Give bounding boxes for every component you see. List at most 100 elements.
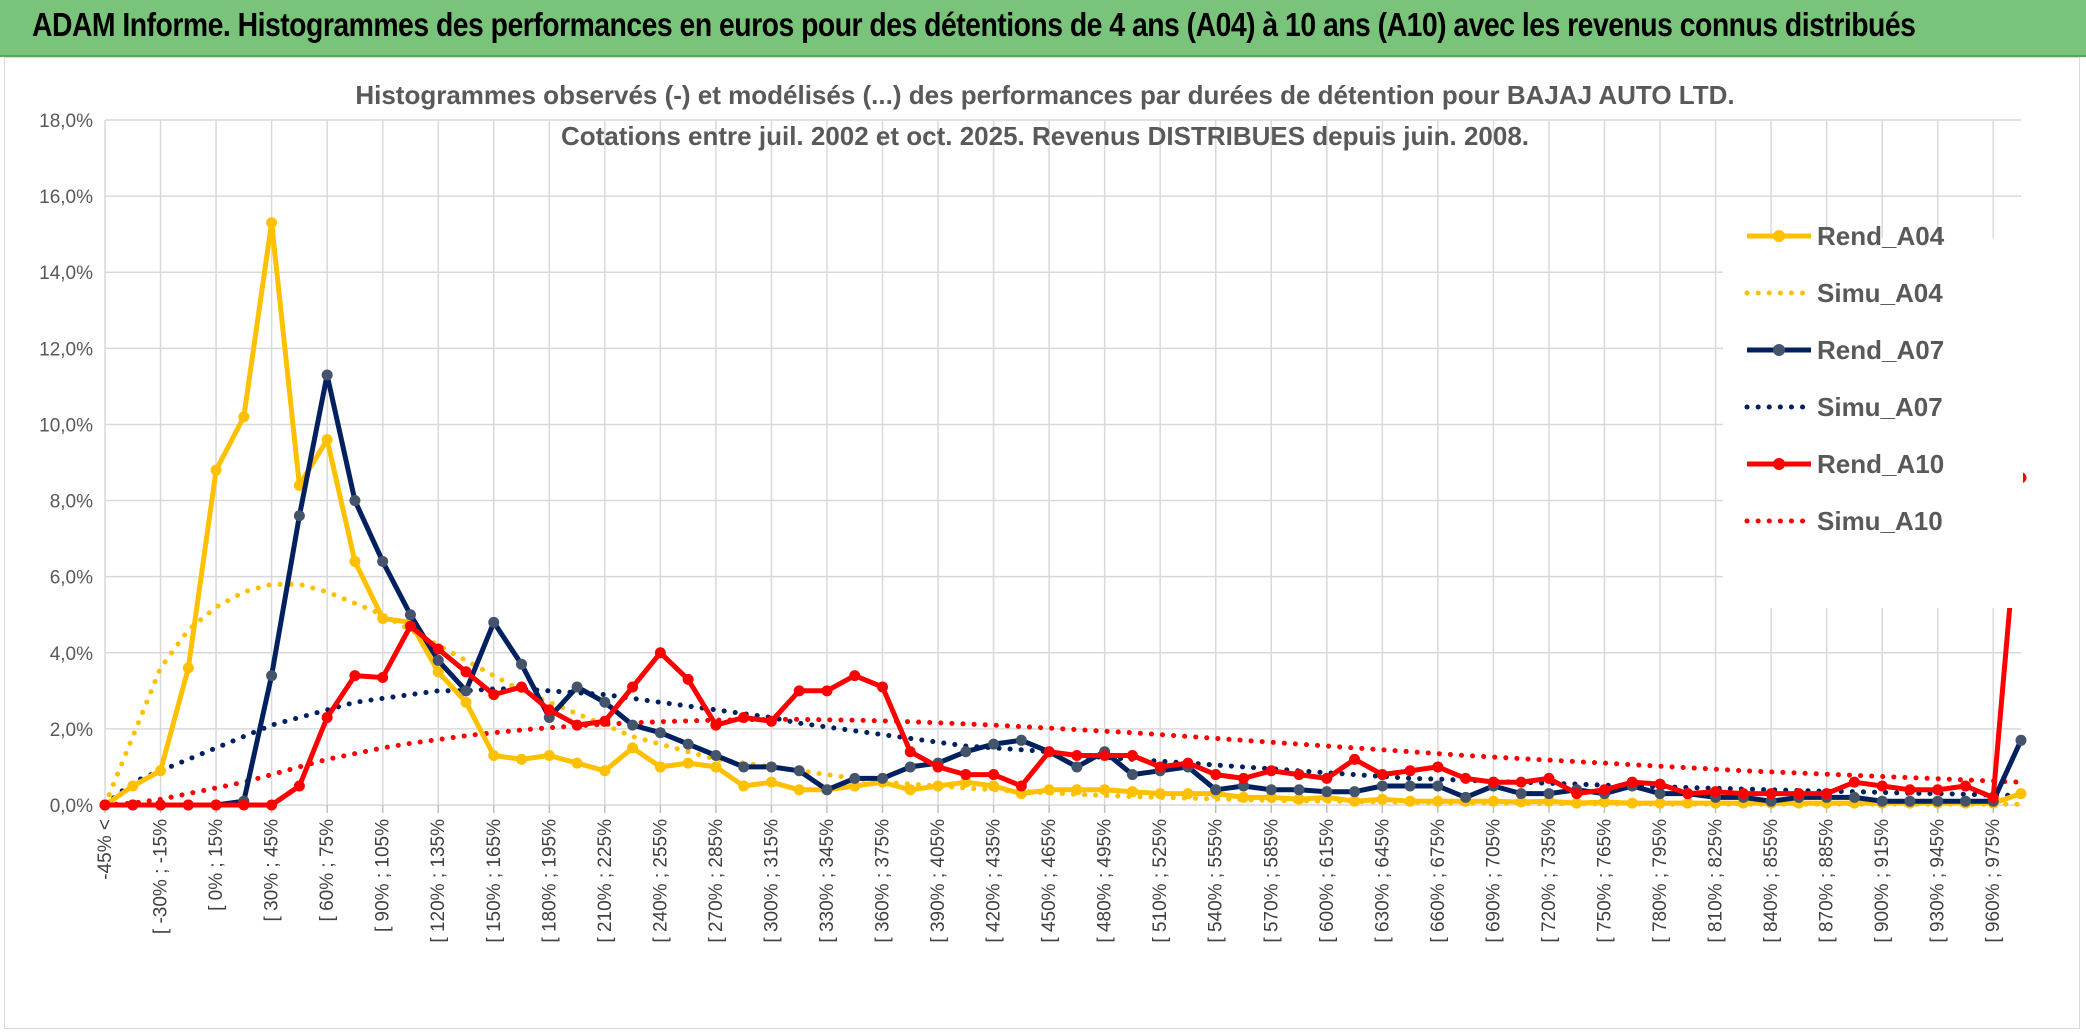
- data-point: [654, 727, 666, 739]
- legend-box: [1723, 238, 2023, 608]
- data-point: [960, 746, 972, 758]
- data-point: [1904, 784, 1916, 796]
- x-tick-label: [ 750% ; 765%: [1594, 819, 1615, 943]
- data-point: [654, 761, 666, 773]
- chart-subtitle: Cotations entre juil. 2002 et oct. 2025.…: [561, 121, 1529, 151]
- data-point: [1543, 788, 1555, 800]
- x-tick-label: [ 630% ; 645%: [1372, 819, 1393, 943]
- data-point: [127, 799, 139, 811]
- data-point: [182, 799, 194, 811]
- data-point: [210, 464, 222, 476]
- data-point: [266, 670, 278, 682]
- data-point: [1154, 788, 1166, 800]
- data-point: [1126, 786, 1138, 798]
- data-point: [1099, 784, 1111, 796]
- data-point: [432, 654, 444, 666]
- x-tick-label: [ 270% ; 285%: [706, 819, 727, 943]
- data-point: [599, 765, 611, 777]
- data-point: [155, 799, 167, 811]
- data-point: [1265, 791, 1277, 803]
- legend-marker: [1773, 230, 1785, 242]
- data-point: [155, 765, 167, 777]
- data-point: [293, 510, 305, 522]
- data-point: [1349, 753, 1361, 765]
- data-point: [1626, 797, 1638, 809]
- x-tick-label: [ 240% ; 255%: [650, 819, 671, 943]
- legend: Rend_A04 Simu_A04 Rend_A07 Simu_A07 Rend_A10…: [1723, 221, 2023, 608]
- data-point: [932, 761, 944, 773]
- x-tick-label: [ 0% ; 15%: [206, 819, 227, 911]
- data-point: [238, 799, 250, 811]
- x-tick-label: [ 60% ; 75%: [317, 819, 338, 922]
- x-tick-label: [ 840% ; 855%: [1761, 819, 1782, 943]
- data-point: [571, 757, 583, 769]
- data-point: [516, 658, 528, 670]
- x-tick-label: [ 960% ; 975%: [1983, 819, 2004, 943]
- data-point: [1460, 772, 1472, 784]
- data-point: [432, 643, 444, 655]
- data-point: [1237, 780, 1249, 792]
- data-point: [571, 719, 583, 731]
- data-point: [2015, 788, 2027, 800]
- data-point: [1126, 769, 1138, 781]
- legend-item: Simu_A07: [1744, 392, 1943, 422]
- data-point: [1737, 788, 1749, 800]
- data-point: [1349, 795, 1361, 807]
- series-line: [102, 716, 2024, 808]
- data-point: [266, 217, 278, 229]
- chart: 0,0% 2,0% 4,0% 6,0% 8,0% 10,0% 12,0% 14,0% 16,0%…: [39, 80, 2027, 943]
- data-point: [1932, 784, 1944, 796]
- data-point: [1821, 788, 1833, 800]
- data-point: [1515, 776, 1527, 788]
- legend-label: Simu_A07: [1817, 392, 1943, 422]
- data-point: [1793, 788, 1805, 800]
- series-Simu_A10: [102, 716, 2024, 808]
- data-point: [738, 711, 750, 723]
- data-point: [1210, 769, 1222, 781]
- data-point: [1959, 795, 1971, 807]
- data-point: [349, 670, 361, 682]
- data-point: [1432, 795, 1444, 807]
- data-point: [238, 411, 250, 423]
- data-point: [988, 738, 1000, 750]
- data-point: [1015, 788, 1027, 800]
- x-tick-label: [ 150% ; 165%: [484, 819, 505, 943]
- data-point: [1432, 780, 1444, 792]
- data-point: [1626, 776, 1638, 788]
- data-point: [1376, 769, 1388, 781]
- series-layer: [99, 217, 2027, 811]
- x-tick-label: [ 660% ; 675%: [1428, 819, 1449, 943]
- data-point: [904, 761, 916, 773]
- x-tick-label: [ 810% ; 825%: [1706, 819, 1727, 943]
- data-point: [516, 681, 528, 693]
- data-point: [1515, 796, 1527, 808]
- x-tick-label: [ 690% ; 705%: [1483, 819, 1504, 943]
- data-point: [377, 555, 389, 567]
- data-point: [793, 685, 805, 697]
- x-axis-ticks: -45% < [ -30% ; -15% [ 0% ; 15% [ 30% ; 45%…: [95, 819, 2004, 943]
- x-tick-label: [ 300% ; 315%: [761, 819, 782, 943]
- data-point: [1710, 786, 1722, 798]
- data-point: [682, 673, 694, 685]
- data-point: [765, 761, 777, 773]
- y-tick-label: 18,0%: [39, 111, 93, 132]
- data-point: [2015, 734, 2027, 746]
- data-point: [1071, 750, 1083, 762]
- data-point: [1126, 750, 1138, 762]
- data-point: [460, 696, 472, 708]
- x-tick-label: [ 720% ; 735%: [1539, 819, 1560, 943]
- x-tick-label: [ 480% ; 495%: [1095, 819, 1116, 943]
- data-point: [710, 761, 722, 773]
- data-point: [932, 780, 944, 792]
- x-tick-label: [ 120% ; 135%: [428, 819, 449, 943]
- data-point: [877, 772, 889, 784]
- data-point: [377, 613, 389, 625]
- data-point: [1043, 784, 1055, 796]
- data-point: [1015, 780, 1027, 792]
- data-point: [543, 711, 555, 723]
- x-tick-label: [ 540% ; 555%: [1206, 819, 1227, 943]
- data-point: [1571, 788, 1583, 800]
- data-point: [1932, 795, 1944, 807]
- header-bar: ADAM Informe. Histogrammes des performan…: [0, 0, 2086, 57]
- x-tick-label: [ -30% ; -15%: [151, 819, 172, 934]
